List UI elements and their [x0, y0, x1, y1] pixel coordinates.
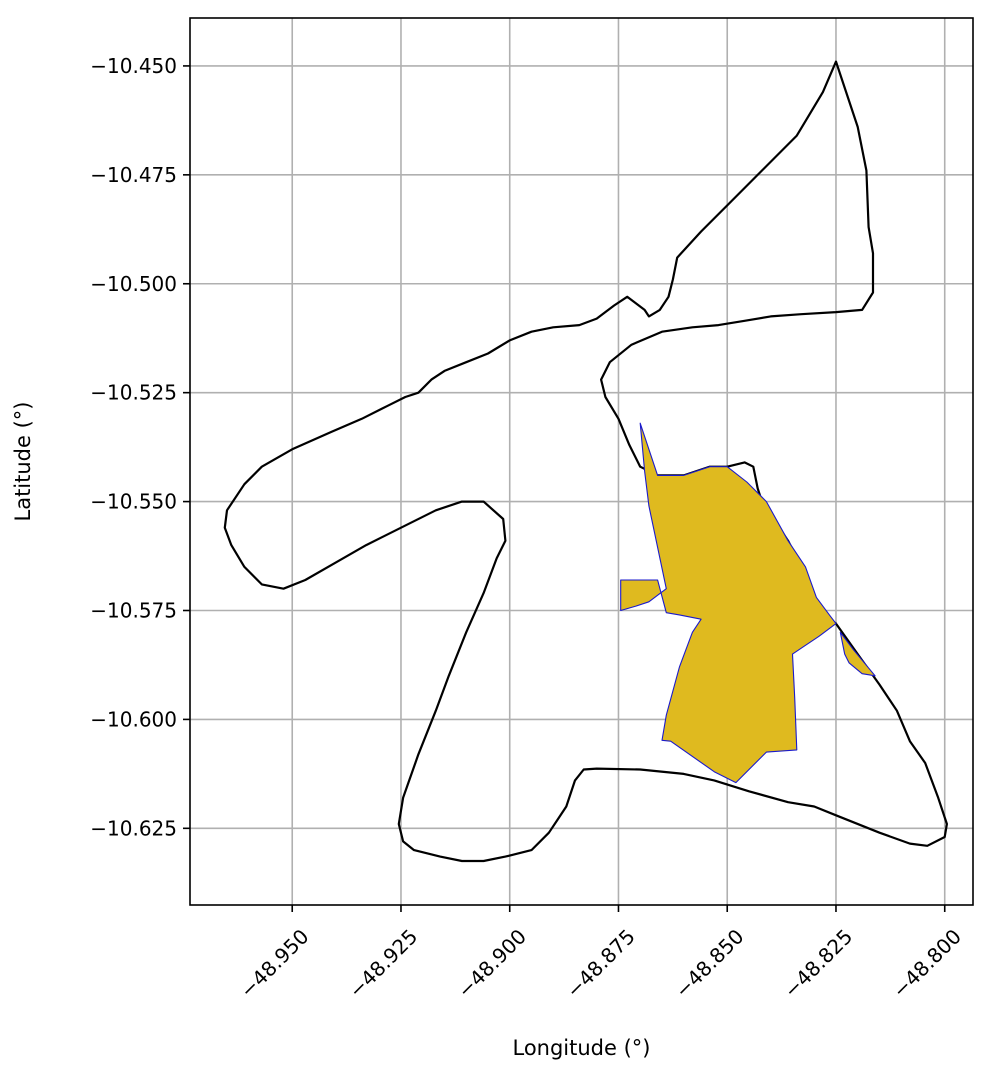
x-tick-label: −48.825 — [779, 924, 857, 1002]
y-tick-label: −10.500 — [90, 272, 177, 296]
y-axis-label: Latitude (°) — [11, 402, 35, 522]
boundary-outline-polygon — [225, 62, 947, 861]
y-tick-label: −10.625 — [90, 816, 177, 840]
y-tick-label: −10.550 — [90, 490, 177, 514]
x-axis-label: Longitude (°) — [512, 1036, 650, 1060]
x-tick-label: −48.850 — [670, 924, 748, 1002]
y-tick-label: −10.525 — [90, 381, 177, 405]
x-tick-label: −48.900 — [453, 924, 531, 1002]
selected-area-main-polygon — [621, 423, 836, 782]
y-tick-label: −10.600 — [90, 707, 177, 731]
x-tick-label: −48.925 — [344, 924, 422, 1002]
ticks: −48.950 −48.925 −48.900 −48.875 −48.850 −48.8… — [90, 54, 966, 1003]
x-tick-label: −48.800 — [888, 924, 966, 1002]
x-tick-label: −48.875 — [561, 924, 639, 1002]
x-tick-label: −48.950 — [235, 924, 313, 1002]
y-tick-label: −10.475 — [90, 163, 177, 187]
selected-area-small-polygon — [840, 632, 875, 676]
map-polygons — [225, 62, 947, 861]
y-tick-label: −10.450 — [90, 54, 177, 78]
y-tick-label: −10.575 — [90, 598, 177, 622]
